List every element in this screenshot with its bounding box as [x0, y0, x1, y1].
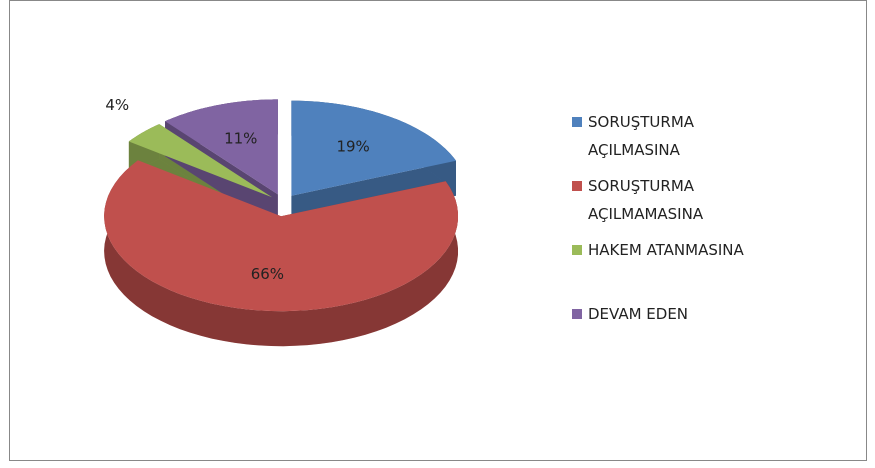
slice-side-shade: [104, 160, 458, 347]
slice: [128, 124, 273, 198]
slice: [104, 160, 458, 312]
legend-item: DEVAM EDEN: [572, 300, 772, 364]
legend: SORUŞTURMA AÇILMASINA SORUŞTURMA AÇILMAMA…: [572, 108, 772, 364]
data-label: 11%: [224, 129, 257, 147]
slice-side: [104, 160, 458, 347]
legend-swatch: [572, 245, 582, 255]
slice: [165, 99, 278, 195]
data-label: 19%: [336, 137, 369, 155]
legend-label: SORUŞTURMA AÇILMASINA: [588, 113, 695, 159]
legend-label: DEVAM EDEN: [588, 305, 689, 323]
data-label: 4%: [105, 96, 129, 114]
legend-swatch: [572, 309, 582, 319]
legend-label: HAKEM ATANMASINA: [588, 241, 744, 259]
legend-item: SORUŞTURMA AÇILMASINA: [572, 108, 772, 172]
legend-item: SORUŞTURMA AÇILMAMASINA: [572, 172, 772, 236]
slice: [291, 100, 456, 196]
legend-label: SORUŞTURMA AÇILMAMASINA: [588, 177, 704, 223]
data-label: 66%: [251, 265, 284, 283]
legend-swatch: [572, 181, 582, 191]
legend-swatch: [572, 117, 582, 127]
legend-item: HAKEM ATANMASINA: [572, 236, 772, 300]
